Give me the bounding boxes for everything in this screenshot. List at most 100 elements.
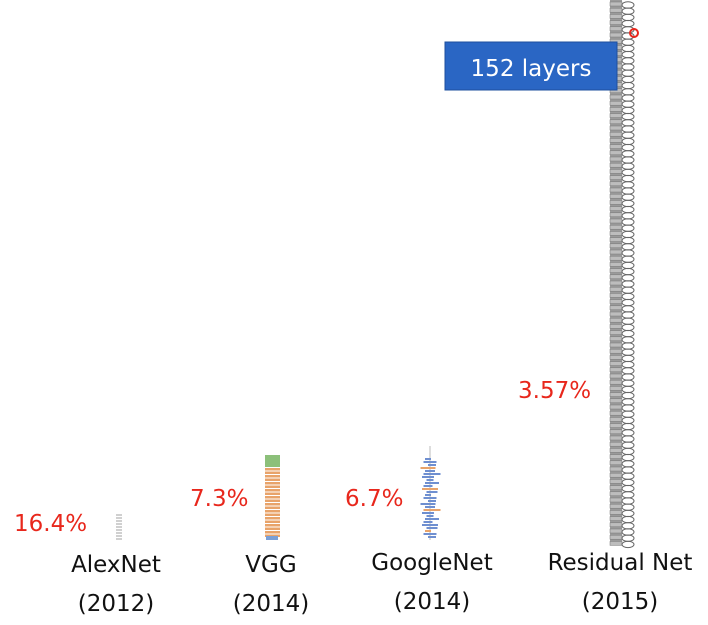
layer [609,274,623,280]
layer [609,528,623,534]
layer [609,417,623,422]
layer [609,14,623,19]
layer [609,113,623,118]
layer [609,125,623,131]
layer [422,476,434,478]
layer [265,517,280,520]
error-rate: 6.7% [345,486,403,512]
layer [426,491,438,493]
layer [116,523,122,525]
layer [609,249,623,255]
layer [609,181,623,187]
layer [116,520,122,522]
layer [423,485,433,487]
layer [609,206,623,211]
layer [609,255,623,261]
layer [609,497,623,503]
layer [609,243,623,249]
layer [609,138,623,143]
layer [609,479,623,484]
layer [609,522,623,528]
layer [609,367,623,373]
layer [609,311,623,317]
layer [609,361,623,366]
layer [609,119,623,125]
layer [609,491,623,497]
layer [116,526,122,528]
layer [609,7,623,13]
layer [609,150,623,156]
layer [609,231,623,236]
layer [609,218,623,224]
layer [426,515,434,517]
layer [609,100,623,106]
layer [609,410,623,416]
layer [609,466,623,472]
layer [422,512,434,514]
layer [609,441,623,447]
layer [609,107,623,112]
layer [609,262,623,267]
layer [609,131,623,137]
layer [116,514,122,516]
layer [265,520,280,523]
layer [425,494,431,496]
layer [609,330,623,335]
layer [428,500,436,502]
layer [609,348,623,354]
layer [423,461,437,463]
layer [265,475,280,478]
network-diagrams [116,0,635,549]
layer [425,518,439,520]
layer [609,516,623,521]
layer [609,392,623,397]
layer [609,423,623,428]
layer [265,478,280,481]
layer [609,324,623,329]
layer [116,517,122,519]
model-year: (2014) [394,589,470,615]
layer [265,468,280,471]
layer [609,26,623,32]
layer [609,429,623,435]
layer [425,506,435,508]
layer [265,492,280,495]
layer [265,482,280,485]
layer [609,373,623,379]
layer [609,212,623,218]
layer [265,455,280,467]
layer [116,529,122,531]
layer [422,524,438,526]
layer [265,489,280,492]
layer [609,460,623,466]
layer [609,293,623,298]
layer [423,533,437,535]
layer [609,472,623,478]
layer [609,404,623,410]
layer [265,503,280,506]
layer [609,448,623,453]
layer [428,464,436,466]
layer [609,386,623,391]
error-rate: 16.4% [14,511,87,537]
layer [609,336,623,342]
model-year: (2014) [233,591,309,617]
layer [609,286,623,292]
layer [265,496,280,499]
layer [420,503,436,505]
layer [116,538,122,540]
layer [609,200,623,205]
layer [609,379,623,385]
badge [444,41,618,91]
layer [425,530,431,532]
layer [609,94,623,100]
layer [609,398,623,404]
layer [425,470,435,472]
layer [609,1,623,7]
model-year: (2015) [582,589,658,615]
layer [609,224,623,230]
layer [609,510,623,515]
badge-text: 152 layers [471,56,592,82]
skip [621,540,635,549]
